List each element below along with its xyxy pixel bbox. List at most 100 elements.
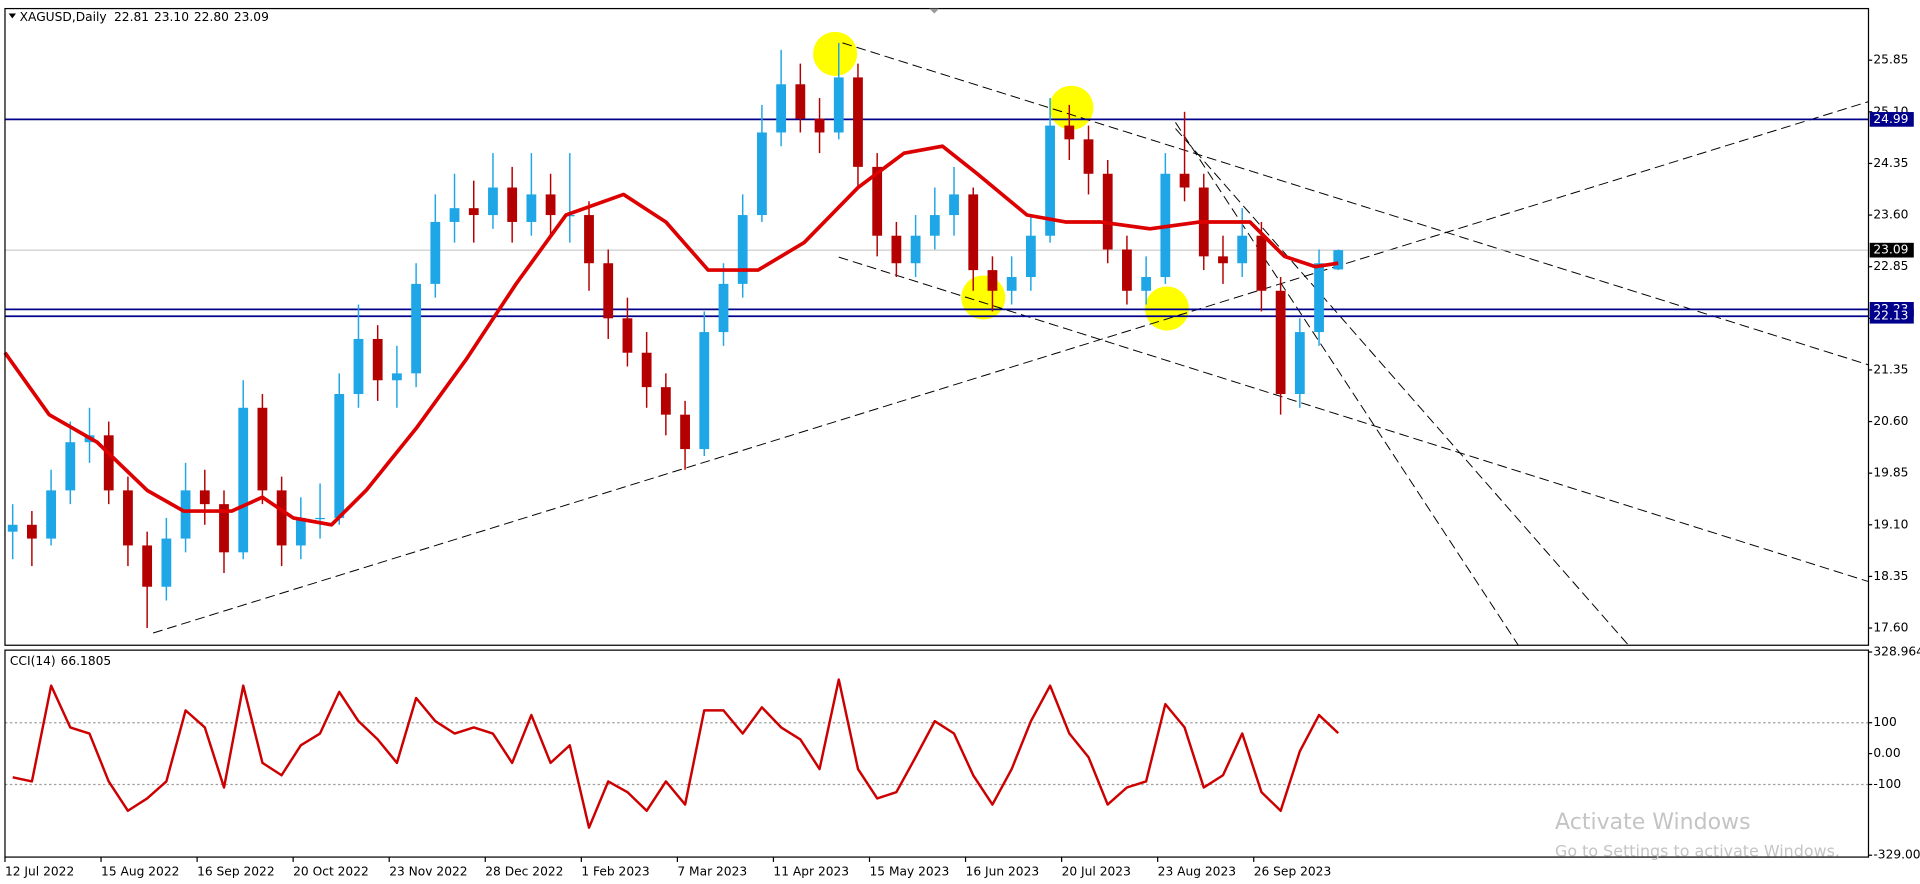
watermark-text: Go to Settings to activate Windows. xyxy=(1555,842,1840,861)
candle-body xyxy=(123,490,133,546)
shift-marker xyxy=(929,8,940,14)
moving-average xyxy=(3,144,1339,527)
y-tick-label: 19.10 xyxy=(1873,517,1908,531)
candle-body xyxy=(968,194,979,271)
candle-body xyxy=(315,517,325,520)
candle-body xyxy=(1237,235,1248,264)
x-tick-label: 7 Mar 2023 xyxy=(677,864,747,878)
x-tick-label: 15 Aug 2022 xyxy=(101,864,179,878)
level-label: 22.13 xyxy=(1873,309,1908,323)
candle-body xyxy=(334,394,345,518)
candle-body xyxy=(891,235,902,264)
cci-value: 66.1805 xyxy=(61,654,112,668)
price-panel-border xyxy=(4,7,1870,646)
candle-body xyxy=(699,332,710,450)
y-tick-label: 0.00 xyxy=(1873,746,1900,760)
candle-body xyxy=(1294,332,1305,395)
y-tick-label: 20.60 xyxy=(1873,414,1908,428)
candle-body xyxy=(853,77,863,167)
candle-body xyxy=(449,208,460,222)
candle-body xyxy=(929,215,940,236)
trendline xyxy=(1175,122,1519,646)
candle-body xyxy=(872,166,883,236)
highlight-circle xyxy=(813,31,858,76)
candle-body xyxy=(142,545,153,587)
chart-header: XAGUSD,Daily 22.81 23.10 22.80 23.09 xyxy=(20,10,269,24)
candle-body xyxy=(1275,290,1286,395)
candle-body xyxy=(757,132,767,216)
candle-body xyxy=(507,187,518,222)
x-tick-label: 16 Sep 2022 xyxy=(197,864,275,878)
y-tick-label: 100 xyxy=(1873,715,1896,729)
candle-body xyxy=(833,77,844,133)
x-tick-label: 26 Sep 2023 xyxy=(1254,864,1332,878)
x-tick-label: 1 Feb 2023 xyxy=(581,864,649,878)
plot: 25.8525.1024.3523.6022.8522.1021.3520.60… xyxy=(3,42,1920,878)
y-tick-label: 328.964 xyxy=(1873,645,1920,659)
trendline xyxy=(842,42,1869,366)
candle-body xyxy=(584,215,594,264)
open-label: 22.81 xyxy=(114,10,149,24)
candle-body xyxy=(1333,250,1344,270)
candle-body xyxy=(776,84,787,133)
highlight-circle xyxy=(1049,85,1094,130)
x-tick-label: 16 Jun 2023 xyxy=(966,864,1040,878)
frame xyxy=(4,7,1870,858)
candle-body xyxy=(1045,125,1055,236)
candle-body xyxy=(1314,263,1324,333)
candle-body xyxy=(468,208,479,216)
candle-body xyxy=(372,338,383,381)
y-tick-label: 25.85 xyxy=(1873,53,1908,67)
candle-body xyxy=(1102,173,1113,250)
candle-body xyxy=(392,373,402,381)
watermark-title: Activate Windows xyxy=(1555,810,1751,835)
candle-body xyxy=(430,221,441,284)
candle-body xyxy=(26,524,37,539)
candle-body xyxy=(526,194,537,222)
candle-body xyxy=(814,118,825,133)
y-tick-label: -100 xyxy=(1873,777,1901,791)
candle-body xyxy=(949,194,959,216)
candle-body xyxy=(488,187,498,216)
x-tick-label: 20 Oct 2022 xyxy=(293,864,369,878)
candle-body xyxy=(199,490,210,505)
x-tick-label: 11 Apr 2023 xyxy=(773,864,849,878)
level-label-box xyxy=(1869,112,1914,127)
x-tick-label: 12 Jul 2022 xyxy=(5,864,74,878)
candle-body xyxy=(987,270,998,291)
y-tick-label: 21.35 xyxy=(1873,362,1908,376)
candle-body xyxy=(660,387,671,415)
candle-body xyxy=(103,435,114,491)
low-label: 22.80 xyxy=(194,10,229,24)
x-tick-label: 20 Jul 2023 xyxy=(1062,864,1131,878)
x-tick-label: 23 Nov 2022 xyxy=(389,864,467,878)
candle-body xyxy=(7,524,18,532)
candle-body xyxy=(622,318,633,353)
candle-body xyxy=(795,84,806,119)
y-tick-label: 17.60 xyxy=(1873,621,1908,635)
candle-body xyxy=(238,407,249,553)
y-tick-label: 24.35 xyxy=(1873,156,1908,170)
symbol: XAGUSD,Daily xyxy=(20,10,107,24)
cci-title: CCI(14) xyxy=(10,654,56,668)
candle-body xyxy=(1218,256,1228,264)
y-tick-label: 19.85 xyxy=(1873,466,1908,480)
x-tick-label: 23 Aug 2023 xyxy=(1158,864,1236,878)
trendline xyxy=(1175,128,1629,646)
candle-body xyxy=(411,283,422,374)
trendline xyxy=(152,101,1869,634)
close-label: 23.09 xyxy=(234,10,269,24)
candle-body xyxy=(680,414,690,450)
cci-header: CCI(14) 66.1805 xyxy=(10,654,111,668)
candle-body xyxy=(65,442,76,491)
candle-body xyxy=(910,235,921,264)
x-tick-label: 15 May 2023 xyxy=(869,864,949,878)
candle-body xyxy=(641,352,652,388)
y-tick-label: 18.35 xyxy=(1873,569,1908,583)
collapse-arrow[interactable] xyxy=(8,13,17,19)
candle-body xyxy=(1083,139,1094,174)
candle-body xyxy=(1141,277,1152,291)
trendline xyxy=(838,256,1869,583)
